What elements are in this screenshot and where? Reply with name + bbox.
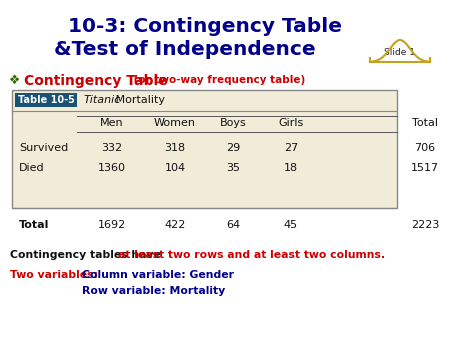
Text: Slide 1: Slide 1 [384,48,416,57]
Text: Survived: Survived [19,143,68,153]
Text: Contingency tables have: Contingency tables have [10,250,165,260]
Text: Girls: Girls [278,118,304,128]
Text: Titanic: Titanic [84,95,121,105]
Text: 1692: 1692 [98,220,126,230]
Text: 318: 318 [164,143,185,153]
Text: &Test of Independence: &Test of Independence [54,40,316,59]
Text: 10-3: Contingency Table: 10-3: Contingency Table [68,17,342,36]
Text: at least two rows and at least two columns.: at least two rows and at least two colum… [118,250,385,260]
FancyBboxPatch shape [12,90,397,208]
Text: Contingency Table: Contingency Table [24,74,168,88]
Text: 1360: 1360 [98,163,126,173]
Text: Two variables:: Two variables: [10,270,102,280]
Text: Row variable: Mortality: Row variable: Mortality [82,286,225,296]
Text: 1517: 1517 [411,163,439,173]
Text: 706: 706 [414,143,436,153]
Text: Died: Died [19,163,45,173]
Text: 422: 422 [164,220,186,230]
Text: Boys: Boys [219,118,246,128]
Text: 45: 45 [284,220,298,230]
Text: Total: Total [19,220,49,230]
Text: ❖: ❖ [9,74,20,87]
Text: 35: 35 [226,163,240,173]
Text: 332: 332 [101,143,123,153]
Text: Total: Total [412,118,438,128]
Text: 64: 64 [226,220,240,230]
Text: Table 10-5: Table 10-5 [18,95,74,105]
Text: 18: 18 [284,163,298,173]
Text: 29: 29 [226,143,240,153]
Text: (or two-way frequency table): (or two-way frequency table) [130,75,305,85]
Text: 27: 27 [284,143,298,153]
Text: Column variable: Gender: Column variable: Gender [82,270,234,280]
FancyBboxPatch shape [15,93,77,107]
Text: Men: Men [100,118,124,128]
Text: 104: 104 [164,163,185,173]
Text: 2223: 2223 [411,220,439,230]
Text: Mortality: Mortality [112,95,165,105]
Text: Women: Women [154,118,196,128]
